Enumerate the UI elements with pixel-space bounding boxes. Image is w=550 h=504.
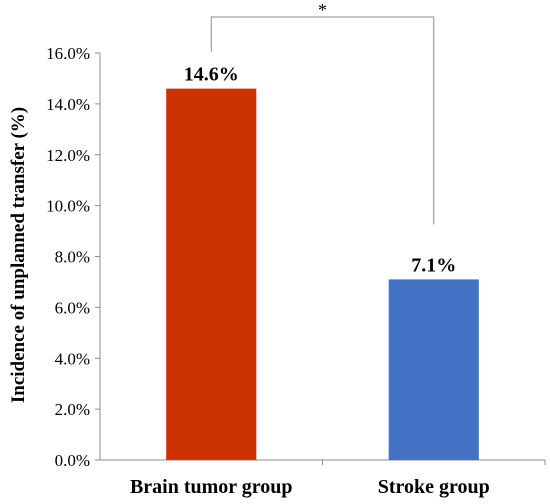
bars — [166, 88, 479, 461]
category-label: Brain tumor group — [130, 476, 293, 498]
bar — [166, 88, 257, 461]
y-tick-label: 2.0% — [55, 400, 90, 419]
bar — [388, 279, 479, 460]
category-labels: Brain tumor group Stroke group — [130, 460, 546, 498]
category-label: Stroke group — [378, 476, 490, 498]
bracket-line — [210, 16, 435, 225]
y-tick-label: 8.0% — [55, 248, 90, 267]
significance-bracket: * — [210, 0, 435, 225]
y-tick-label: 10.0% — [46, 197, 90, 216]
significance-star: * — [318, 0, 327, 20]
data-label: 14.6% — [184, 64, 239, 86]
data-labels: 14.6% 7.1% — [184, 64, 457, 277]
y-tick-label: 6.0% — [55, 298, 90, 317]
y-tick-label: 12.0% — [46, 146, 90, 165]
y-axis-label: Incidence of unplanned transfer (%) — [8, 107, 29, 403]
y-tick-label: 14.0% — [46, 95, 90, 114]
y-axis-ticks: 0.0% 2.0% 4.0% 6.0% 8.0% 10.0% 12.0% 14.0% 16.0% — [46, 44, 100, 470]
y-tick-label: 4.0% — [55, 349, 90, 368]
y-tick-label: 16.0% — [46, 44, 90, 63]
data-label: 7.1% — [411, 254, 456, 276]
y-tick-label: 0.0% — [55, 451, 90, 470]
